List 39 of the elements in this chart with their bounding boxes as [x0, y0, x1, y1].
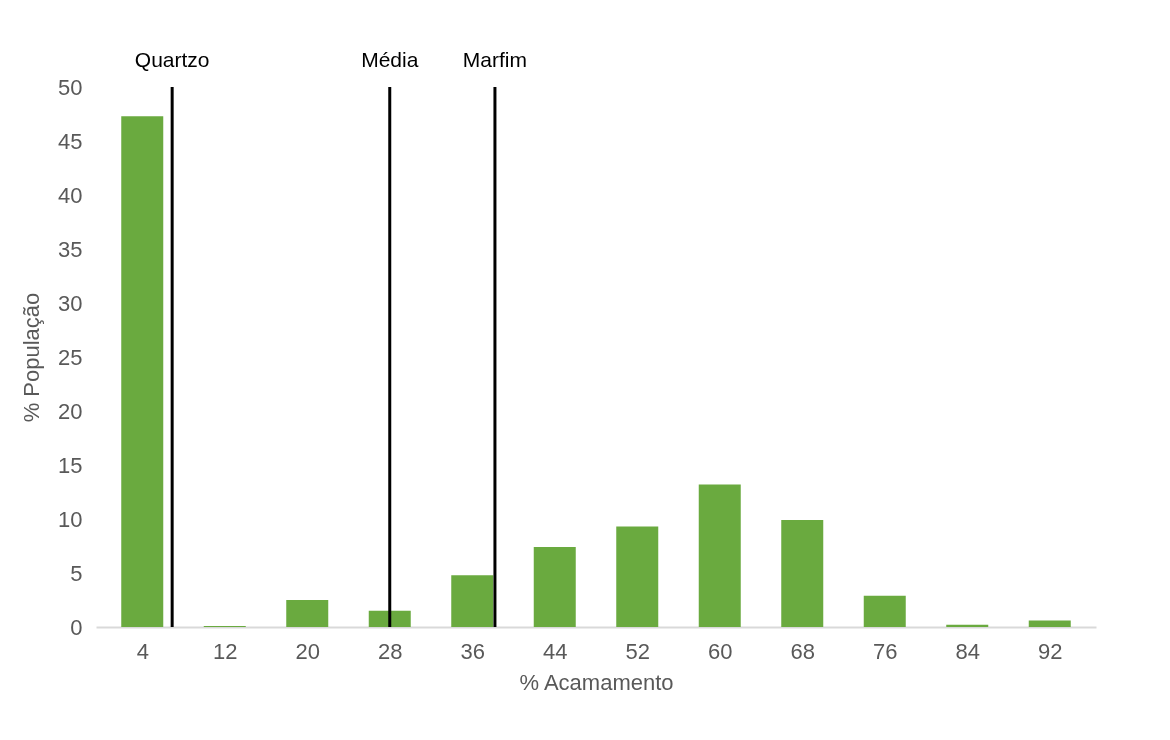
bar	[451, 575, 494, 627]
bar	[863, 595, 906, 627]
bar	[781, 520, 824, 627]
x-tick-label: 76	[873, 638, 898, 664]
bar	[946, 624, 989, 627]
ref-line-label: Média	[361, 48, 419, 71]
y-tick-label: 0	[70, 614, 83, 640]
bar	[286, 600, 329, 627]
y-tick-label: 20	[58, 398, 83, 424]
bar	[533, 547, 576, 627]
x-tick-label: 84	[955, 638, 980, 664]
ref-line-label: Marfim	[462, 48, 528, 71]
x-tick-label: 12	[213, 638, 238, 664]
x-tick-label: 92	[1038, 638, 1063, 664]
bar	[368, 610, 411, 627]
x-tick-label: 52	[625, 638, 650, 664]
y-tick-label: 5	[70, 560, 83, 586]
y-tick-label: 50	[58, 74, 83, 100]
y-axis-title: % População	[19, 292, 45, 423]
x-tick-label: 20	[295, 638, 320, 664]
x-tick-label: 68	[790, 638, 815, 664]
x-tick-label: 4	[136, 638, 149, 664]
x-tick-label: 28	[378, 638, 403, 664]
x-tick-label: 60	[708, 638, 733, 664]
ref-line-label: Quartzo	[134, 48, 210, 71]
x-axis-title: % Acamamento	[519, 669, 674, 695]
bar	[1028, 620, 1071, 627]
y-tick-label: 15	[58, 452, 83, 478]
y-tick-label: 45	[58, 128, 83, 154]
bar	[616, 526, 659, 627]
bar	[121, 116, 164, 627]
y-tick-label: 25	[58, 344, 83, 370]
y-tick-label: 40	[58, 182, 83, 208]
y-tick-label: 30	[58, 290, 83, 316]
y-tick-label: 10	[58, 506, 83, 532]
y-tick-label: 35	[58, 236, 83, 262]
bar	[698, 484, 741, 627]
x-tick-label: 36	[460, 638, 485, 664]
x-tick-label: 44	[543, 638, 568, 664]
